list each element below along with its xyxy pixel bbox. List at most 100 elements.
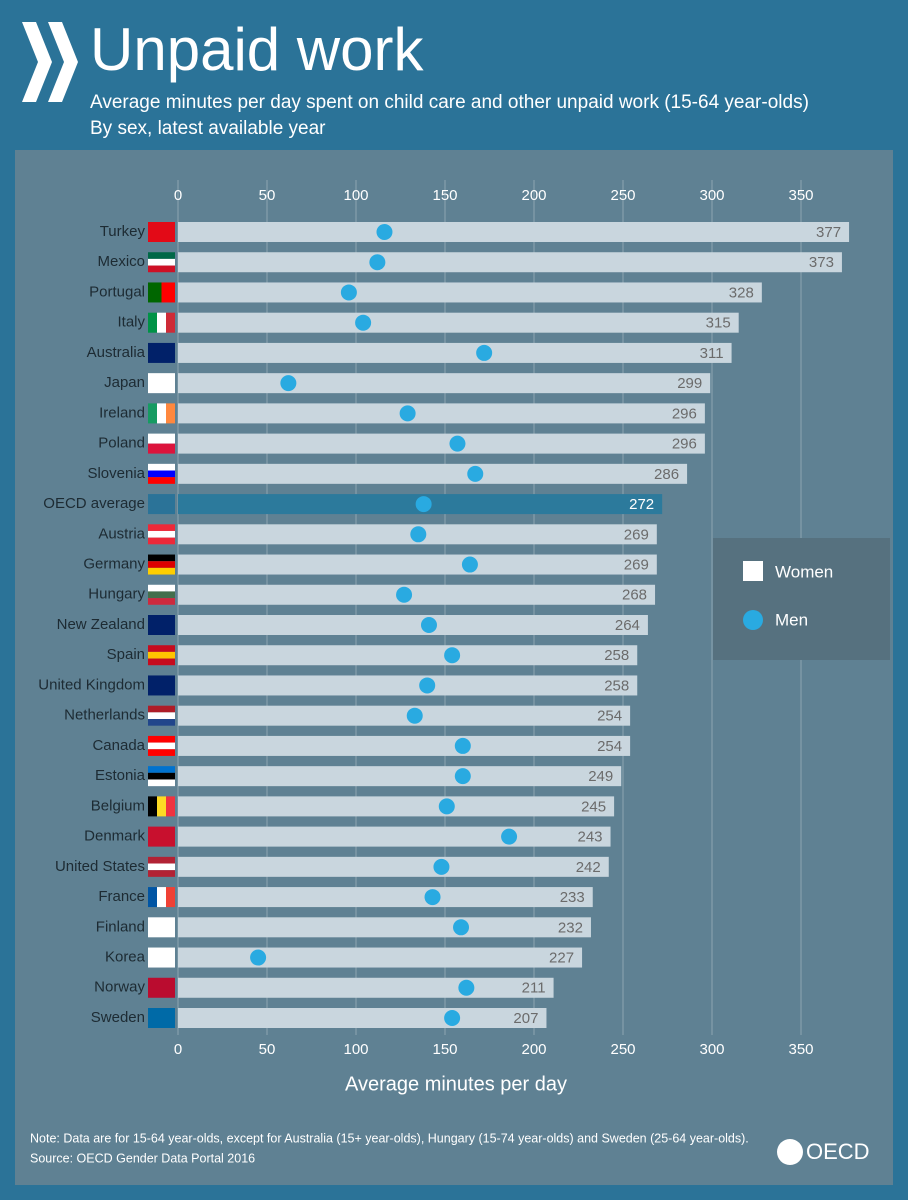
flag (148, 530, 175, 538)
category-label: Norway (94, 979, 145, 996)
value-label: 373 (809, 254, 834, 271)
flag (148, 772, 175, 780)
x-tick-label: 350 (788, 187, 813, 204)
flag (166, 312, 175, 333)
men-dot (280, 375, 297, 392)
category-label: Denmark (84, 828, 145, 845)
flag (148, 477, 175, 484)
x-tick-label: 50 (259, 1041, 276, 1058)
men-dot (420, 617, 437, 633)
flag (148, 470, 175, 478)
men-dot (461, 556, 478, 573)
women-bar (178, 463, 688, 484)
flag (148, 1008, 175, 1028)
women-bar (178, 1008, 547, 1028)
women-bar (178, 735, 631, 756)
category-label: Poland (98, 435, 145, 452)
women-bar (178, 584, 656, 605)
value-label: 245 (581, 798, 606, 815)
x-tick-label: 150 (432, 187, 457, 204)
men-dot (449, 435, 466, 452)
men-dot (453, 919, 470, 936)
category-label: Slovenia (87, 465, 145, 482)
flag (148, 870, 175, 877)
x-tick-label: 0 (174, 1041, 182, 1058)
x-tick-label: 100 (343, 1041, 368, 1058)
flag (161, 282, 175, 303)
men-dot (444, 647, 461, 664)
women-bar (178, 312, 739, 333)
category-label: Austria (98, 525, 145, 542)
women-bar (178, 675, 638, 696)
value-label: 207 (513, 1010, 538, 1027)
flag (148, 796, 157, 817)
value-label: 233 (560, 889, 585, 906)
flag (148, 719, 175, 726)
category-label: Spain (107, 646, 145, 663)
note: Note: Data are for 15-64 year-olds, exce… (30, 1131, 749, 1145)
chevrons (22, 22, 78, 102)
value-label: 269 (624, 557, 649, 574)
x-tick-label: 150 (432, 1041, 457, 1058)
flag (148, 567, 175, 575)
category-label: Australia (87, 344, 146, 361)
men-dot (444, 1010, 461, 1026)
flag (148, 947, 175, 968)
men-dot (458, 979, 475, 996)
category-label: Italy (117, 314, 145, 331)
women-bar (178, 856, 609, 877)
flag (166, 796, 175, 817)
value-label: 328 (729, 284, 754, 301)
value-label: 242 (576, 859, 601, 876)
category-label: Hungary (88, 586, 145, 603)
flag (148, 779, 175, 787)
flag (148, 598, 175, 605)
x-tick-label: 250 (610, 1041, 635, 1058)
flag (148, 561, 175, 568)
flag (166, 887, 175, 908)
x-tick-label: 300 (699, 187, 724, 204)
women-bar (178, 403, 705, 424)
flag (148, 856, 175, 864)
women-bar (178, 826, 611, 847)
flag (148, 494, 175, 515)
flag (148, 705, 175, 713)
category-label: Korea (105, 949, 146, 966)
subtitle: By sex, latest available year (90, 118, 326, 139)
flag (148, 591, 175, 599)
legend-label: Women (775, 562, 833, 581)
women-bar (178, 977, 554, 998)
x-tick-label: 350 (788, 1041, 813, 1058)
flag (148, 887, 157, 908)
flag (148, 766, 175, 773)
flag (166, 403, 175, 424)
flag (148, 433, 175, 444)
value-label: 258 (604, 647, 629, 664)
category-label: Sweden (91, 1009, 145, 1026)
value-label: 268 (622, 587, 647, 604)
source: Source: OECD Gender Data Portal 2016 (30, 1151, 255, 1165)
women-bar (178, 282, 762, 303)
women-bar (178, 796, 615, 817)
women-bar (178, 887, 593, 908)
category-label: Belgium (91, 797, 145, 814)
value-label: 272 (629, 496, 654, 513)
legend-label: Men (775, 610, 808, 629)
legend-swatch (743, 561, 763, 581)
category-label: Mexico (97, 253, 145, 270)
flag (148, 463, 175, 471)
value-label: 286 (654, 466, 679, 483)
men-dot (406, 707, 423, 724)
category-label: Finland (96, 918, 145, 935)
flag (148, 342, 175, 363)
panel (15, 150, 893, 1185)
category-label: United States (55, 858, 145, 875)
women-bar (178, 252, 842, 273)
logo-mark (777, 1139, 803, 1165)
men-dot (415, 496, 432, 513)
women-bar (178, 615, 648, 635)
flag (157, 887, 166, 908)
women-bar (178, 373, 711, 394)
flag (157, 312, 166, 333)
